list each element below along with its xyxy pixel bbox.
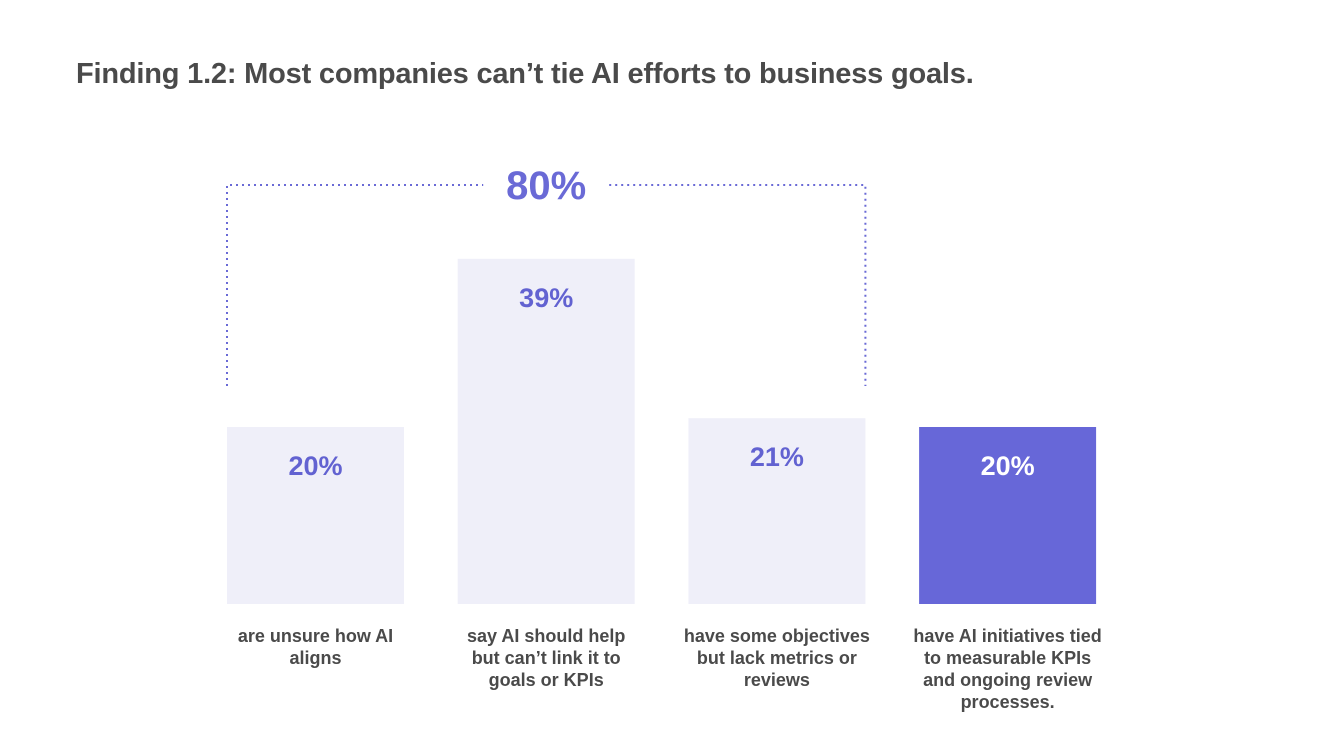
bar-value-label-3: 21%	[750, 442, 804, 472]
bar-3	[688, 418, 866, 604]
bar-4	[919, 427, 1097, 604]
bars-group: 20% 39% 21% 20%	[227, 258, 1097, 604]
bar-2	[457, 258, 635, 604]
bar-value-label-4: 20%	[981, 451, 1035, 481]
bracket-group: 80%	[226, 164, 867, 386]
bracket-line-left	[226, 184, 484, 386]
bracket-line-right	[609, 184, 867, 386]
bar-value-label-2: 39%	[519, 283, 573, 313]
bar-value-label-1: 20%	[288, 451, 342, 481]
bar-1	[227, 427, 404, 604]
category-label-3: have some objectives but lack metrics or…	[683, 626, 870, 690]
bracket-total-label: 80%	[506, 164, 586, 208]
category-label-1: are unsure how AI aligns	[237, 626, 394, 668]
chart-title: Finding 1.2: Most companies can’t tie AI…	[76, 58, 974, 90]
category-label-2: say AI should help but can’t link it to …	[467, 626, 626, 690]
category-label-4: have AI initiatives tied to measurable K…	[913, 626, 1102, 712]
